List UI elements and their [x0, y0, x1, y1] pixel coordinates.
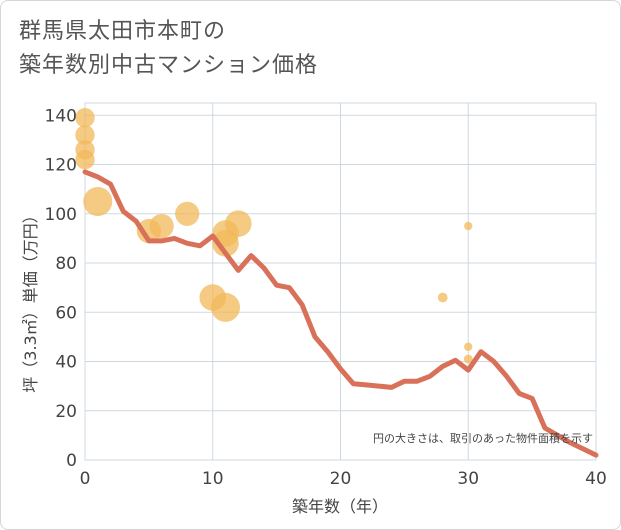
- x-tick-label: 40: [585, 469, 607, 489]
- title-line-1: 群馬県太田市本町の: [19, 19, 227, 44]
- bubble-point: [75, 149, 95, 170]
- bubble-point: [83, 186, 113, 216]
- x-tick-label: 20: [330, 469, 352, 489]
- bubble-point: [211, 292, 241, 322]
- y-tick-label: 140: [45, 106, 77, 126]
- y-tick-label: 100: [45, 205, 77, 225]
- y-axis-label: 坪（3.3㎡）単価（万円）: [21, 207, 40, 392]
- size-annotation: 円の大きさは、取引のあった物件面積を示す: [373, 431, 593, 445]
- bubble-point: [437, 292, 448, 303]
- y-tick-label: 60: [55, 303, 77, 323]
- y-tick-label: 0: [66, 451, 77, 471]
- bubble-point: [464, 221, 473, 231]
- y-tick-label: 20: [55, 402, 77, 422]
- bubble-point: [75, 108, 95, 128]
- y-tick-label: 40: [55, 353, 77, 373]
- chart-title: 群馬県太田市本町の 築年数別中古マンション価格: [19, 15, 318, 83]
- bubble-series: [75, 108, 473, 364]
- y-tick-labels: 0 20 40 60 80 100 120 140: [45, 106, 77, 471]
- bubble-point: [212, 230, 239, 257]
- x-tick-labels: 0 10 20 30 40: [80, 469, 607, 489]
- grid: [85, 103, 596, 460]
- bubble-point: [464, 342, 473, 351]
- y-tick-label: 120: [45, 156, 77, 176]
- y-tick-label: 80: [55, 254, 77, 274]
- bubble-point: [149, 214, 174, 239]
- x-tick-label: 10: [202, 469, 224, 489]
- bubble-point: [463, 354, 473, 364]
- title-line-2: 築年数別中古マンション価格: [19, 53, 319, 78]
- x-tick-label: 0: [80, 469, 91, 489]
- bubble-point: [225, 210, 252, 237]
- x-axis-label: 築年数（年）: [292, 497, 388, 516]
- bubble-point: [75, 125, 95, 145]
- average-price-line: [82, 169, 599, 458]
- line-series: [82, 169, 599, 458]
- x-tick-label: 30: [457, 469, 479, 489]
- bubble-point: [175, 201, 200, 226]
